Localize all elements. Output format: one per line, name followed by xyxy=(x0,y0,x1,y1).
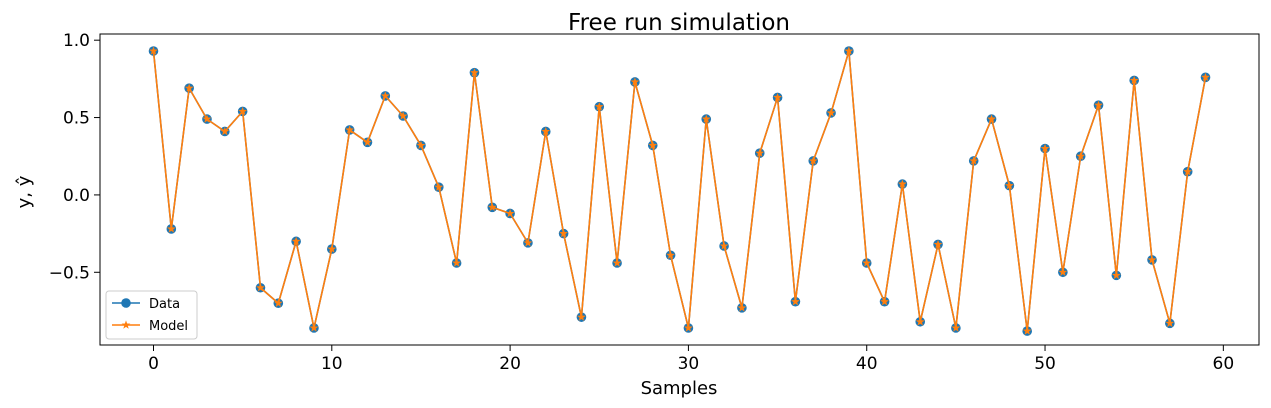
x-tick-label: 10 xyxy=(321,354,343,374)
model-point xyxy=(184,83,194,92)
model-point xyxy=(291,236,301,246)
model-series xyxy=(149,46,1210,335)
model-point xyxy=(612,258,622,267)
model-point xyxy=(1076,151,1086,160)
y-tick-label: −0.5 xyxy=(49,263,90,283)
x-tick-label: 0 xyxy=(148,354,159,374)
model-point xyxy=(149,46,158,55)
model-point xyxy=(791,297,800,306)
legend-data-marker xyxy=(121,298,131,308)
model-point xyxy=(363,137,372,147)
x-tick-label: 60 xyxy=(1213,354,1235,374)
model-point xyxy=(898,179,907,188)
model-point xyxy=(416,140,426,150)
model-point xyxy=(345,125,355,134)
model-point xyxy=(1022,326,1032,335)
plot-frame xyxy=(99,33,1260,346)
model-point xyxy=(1004,181,1014,190)
model-point xyxy=(505,208,515,218)
model-point xyxy=(380,91,390,100)
model-point xyxy=(1165,318,1175,328)
model-point xyxy=(577,312,586,321)
model-point xyxy=(915,317,925,326)
model-point xyxy=(220,126,230,136)
x-tick-label: 50 xyxy=(1034,354,1056,374)
model-point xyxy=(701,114,711,123)
model-point xyxy=(951,323,961,332)
model-point xyxy=(1058,267,1068,276)
model-point xyxy=(630,77,640,86)
series-layer xyxy=(148,46,1211,336)
model-point xyxy=(773,92,782,102)
legend-data-label: Data xyxy=(149,297,180,312)
model-point xyxy=(684,323,693,332)
legend-model-label: Model xyxy=(149,319,188,334)
model-point xyxy=(541,126,551,136)
model-point xyxy=(1040,143,1050,153)
model-point xyxy=(434,182,444,191)
model-point xyxy=(969,156,979,165)
legend: Data Model xyxy=(105,290,198,340)
y-axis-ticks: −0.5 0.0 0.5 1.0 xyxy=(49,31,100,283)
y-tick-label: 0.0 xyxy=(63,186,90,206)
model-point xyxy=(844,46,854,55)
chart-title: Free run simulation xyxy=(568,10,790,36)
model-point xyxy=(1183,167,1193,176)
model-point xyxy=(273,298,283,307)
model-point xyxy=(559,229,568,238)
model-point xyxy=(987,114,996,123)
model-point xyxy=(238,106,248,116)
model-point xyxy=(719,241,729,250)
model-point xyxy=(755,148,765,157)
model-point xyxy=(1111,270,1121,280)
model-point xyxy=(452,258,461,267)
model-point xyxy=(202,114,212,123)
model-point xyxy=(1201,72,1210,82)
x-axis-label: Samples xyxy=(641,378,718,399)
x-tick-label: 20 xyxy=(499,354,521,374)
model-point xyxy=(470,68,479,77)
model-point xyxy=(487,202,497,212)
model-point xyxy=(1129,75,1139,85)
model-point xyxy=(256,283,265,292)
x-axis-ticks: 0 10 20 30 40 50 60 xyxy=(148,345,1234,374)
model-point xyxy=(309,323,319,332)
model-point xyxy=(1147,255,1157,264)
model-point xyxy=(648,140,658,150)
model-point xyxy=(666,250,675,259)
model-point xyxy=(594,102,604,111)
model-point xyxy=(808,156,818,165)
model-point xyxy=(1094,100,1103,109)
model-point xyxy=(327,244,337,253)
model-point xyxy=(523,238,533,247)
y-tick-label: 1.0 xyxy=(63,31,90,51)
y-axis-label: y, ŷ xyxy=(14,175,35,208)
model-point xyxy=(398,111,408,120)
model-point xyxy=(880,297,889,306)
legend-model-marker xyxy=(121,320,131,329)
model-point xyxy=(166,224,176,233)
y-tick-label: 0.5 xyxy=(63,109,90,129)
model-point xyxy=(862,258,872,267)
model-point xyxy=(826,108,836,117)
model-point xyxy=(737,303,747,312)
x-tick-label: 30 xyxy=(678,354,700,374)
model-point xyxy=(933,239,943,249)
model-series-line xyxy=(152,50,1207,332)
x-tick-label: 40 xyxy=(856,354,878,374)
